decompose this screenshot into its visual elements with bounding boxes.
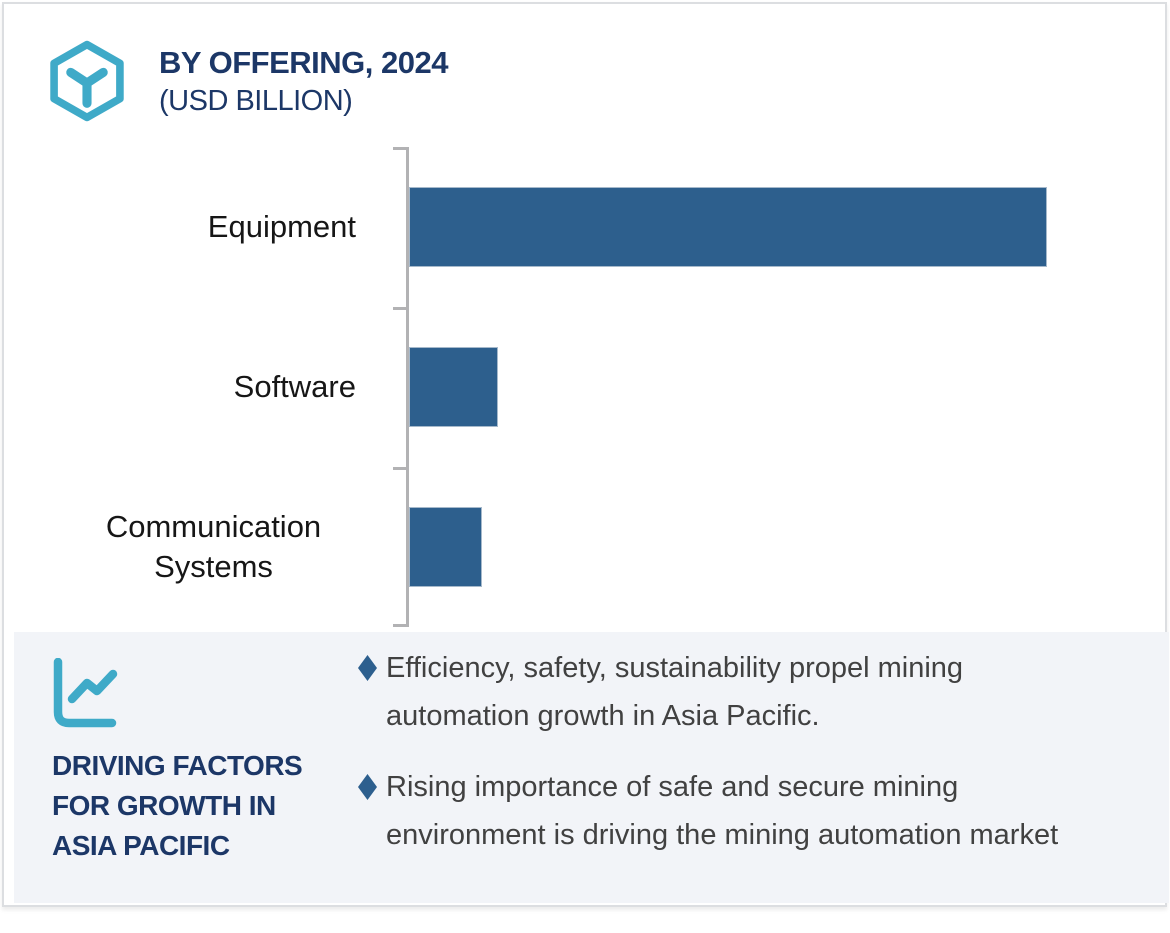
driving-factor-text: Efficiency, safety, sustainability prope…	[386, 652, 964, 732]
chart-bar-row	[409, 147, 1051, 307]
chart-category-label: Software	[4, 307, 380, 467]
chart-subtitle: (USD BILLION)	[159, 85, 353, 117]
chart-title-block: BY OFFERING, 2024 (USD BILLION)	[159, 44, 448, 121]
chart-title: BY OFFERING, 2024	[159, 45, 448, 80]
chart-labels: Equipment Software Communication Systems	[4, 147, 380, 627]
line-chart-icon	[53, 658, 118, 728]
chart-category-label: Equipment	[4, 147, 380, 307]
chart-bar	[409, 507, 482, 587]
driving-factors-heading: DRIVING FACTORS FOR GROWTH IN ASIA PACIF…	[52, 750, 303, 861]
hexagon-cube-logo-icon	[50, 40, 124, 122]
diamond-icon	[358, 655, 377, 681]
chart-category-label: Communication Systems	[4, 467, 380, 627]
diamond-icon	[358, 774, 377, 800]
chart-category-label-text: Communication Systems	[105, 508, 322, 584]
driving-factor-item: Efficiency, safety, sustainability prope…	[358, 644, 1098, 740]
chart-plot	[393, 147, 1051, 627]
chart-bar	[409, 347, 498, 427]
driving-factors-panel: DRIVING FACTORS FOR GROWTH IN ASIA PACIF…	[14, 632, 1169, 903]
chart-bar-row	[409, 307, 1051, 467]
axis-tick	[393, 624, 407, 627]
axis-tick	[393, 467, 407, 470]
infographic-card: BY OFFERING, 2024 (USD BILLION) Equipmen…	[2, 2, 1169, 907]
driving-factor-item: Rising importance of safe and secure min…	[358, 763, 1098, 859]
driving-factor-text: Rising importance of safe and secure min…	[386, 771, 1059, 851]
chart-bar-row	[409, 467, 1051, 627]
axis-tick	[393, 147, 407, 150]
axis-tick	[393, 307, 407, 310]
chart-category-label-text: Software	[233, 368, 356, 404]
chart-bar	[409, 187, 1047, 267]
driving-factors-list: Efficiency, safety, sustainability prope…	[358, 644, 1098, 882]
chart-category-label-text: Equipment	[207, 208, 356, 244]
